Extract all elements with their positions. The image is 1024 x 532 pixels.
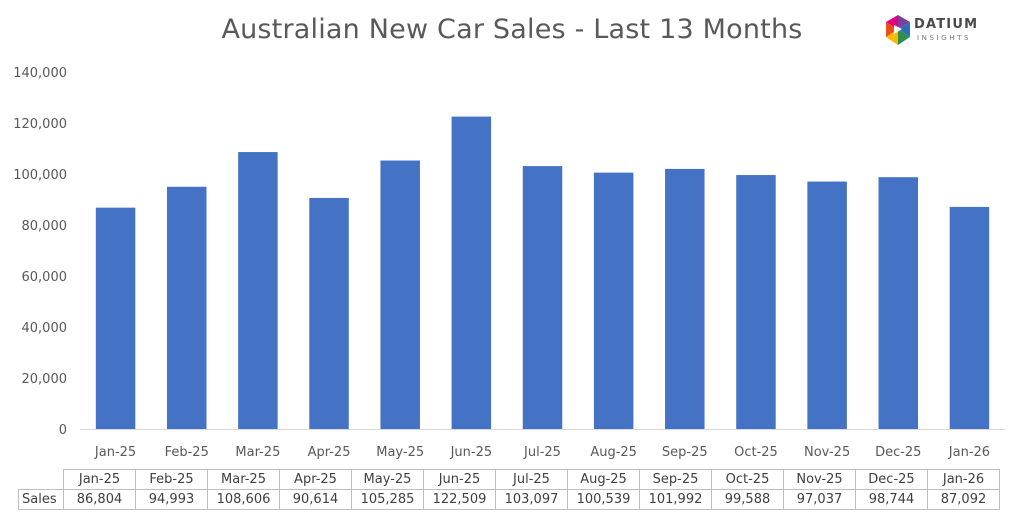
data-table-row-label: Sales xyxy=(18,489,64,510)
logo-wordmark: DATIUM xyxy=(914,17,979,32)
y-tick-label: 140,000 xyxy=(13,66,67,81)
x-tick-label: Sep-25 xyxy=(662,445,708,460)
data-table-value-cell: 101,992 xyxy=(639,489,712,510)
y-tick-label: 100,000 xyxy=(13,168,67,183)
bar-oct-25 xyxy=(736,175,776,429)
data-table-header-cell: Sep-25 xyxy=(639,469,712,490)
data-table-value-cell: 100,539 xyxy=(567,489,640,510)
data-table-value-cell: 94,993 xyxy=(135,489,208,510)
bar-mar-25 xyxy=(238,152,278,430)
logo-subtitle: INSIGHTS xyxy=(917,34,972,42)
x-tick-label: Jul-25 xyxy=(523,445,561,460)
y-tick-label: 120,000 xyxy=(13,117,67,132)
chart-title: Australian New Car Sales - Last 13 Month… xyxy=(221,14,803,45)
x-tick-label: Jan-25 xyxy=(94,445,136,460)
data-table-value-cell: 90,614 xyxy=(279,489,352,510)
data-table-header-cell: May-25 xyxy=(351,469,424,490)
data-table-value-cell: 98,744 xyxy=(855,489,928,510)
x-tick-label: Aug-25 xyxy=(590,445,637,460)
data-table-value-cell: 87,092 xyxy=(927,489,1000,510)
bar-dec-25 xyxy=(878,177,919,429)
bar-chart: 0 20,000 40,000 60,000 80,000 100,000 120,000 1… xyxy=(13,66,1005,460)
x-tick-label: May-25 xyxy=(376,445,424,460)
datium-logo: DATIUM INSIGHTS xyxy=(884,14,994,48)
data-table-corner xyxy=(18,469,64,490)
data-table: Jan-25 Feb-25 Mar-25 Apr-25 May-25 Jun-25 Jul-… xyxy=(18,469,1000,510)
bar-may-25 xyxy=(380,160,420,429)
y-tick-label: 0 xyxy=(59,423,67,438)
y-tick-label: 60,000 xyxy=(22,270,68,285)
data-table-value-cell: 105,285 xyxy=(351,489,424,510)
bar-apr-25 xyxy=(309,197,349,429)
data-table-value-cell: 122,509 xyxy=(423,489,496,510)
bar-nov-25 xyxy=(807,181,847,429)
data-table-header-cell: Jan-26 xyxy=(927,469,1000,490)
data-table-header-cell: Nov-25 xyxy=(783,469,856,490)
x-tick-label: Feb-25 xyxy=(165,445,209,460)
data-table-header-cell: Oct-25 xyxy=(711,469,784,490)
data-table-sales-row: Sales 86,804 94,993 108,606 90,614 105,285 122… xyxy=(18,489,1000,510)
bar-sep-25 xyxy=(665,168,705,429)
bar-aug-25 xyxy=(593,172,634,429)
data-table-value-cell: 108,606 xyxy=(207,489,280,510)
bar-feb-25 xyxy=(166,186,207,429)
data-table-header-cell: Feb-25 xyxy=(135,469,208,490)
x-tick-label: Mar-25 xyxy=(235,445,280,460)
data-table-header-cell: Mar-25 xyxy=(207,469,280,490)
data-table-header-cell: Dec-25 xyxy=(855,469,928,490)
data-table-value-cell: 97,037 xyxy=(783,489,856,510)
datium-hexagon-logo-icon xyxy=(886,15,910,45)
data-table-header-cell: Apr-25 xyxy=(279,469,352,490)
x-tick-label: Dec-25 xyxy=(875,445,921,460)
x-tick-label: Apr-25 xyxy=(308,445,351,460)
y-tick-label: 80,000 xyxy=(22,219,68,234)
data-table-header-cell: Jun-25 xyxy=(423,469,496,490)
data-table-header-row: Jan-25 Feb-25 Mar-25 Apr-25 May-25 Jun-25 Jul-… xyxy=(18,469,1000,490)
x-tick-label: Nov-25 xyxy=(804,445,850,460)
bar-jan-26 xyxy=(949,206,990,429)
x-tick-label: Jan-26 xyxy=(948,445,990,460)
bar-jul-25 xyxy=(522,166,563,429)
data-table-header-cell: Aug-25 xyxy=(567,469,640,490)
data-table-header-cell: Jul-25 xyxy=(495,469,568,490)
y-tick-label: 20,000 xyxy=(22,372,68,387)
y-tick-label: 40,000 xyxy=(22,321,68,336)
x-tick-label: Oct-25 xyxy=(734,445,778,460)
data-table-header-cell: Jan-25 xyxy=(63,469,136,490)
data-table-value-cell: 99,588 xyxy=(711,489,784,510)
x-tick-label: Jun-25 xyxy=(450,445,493,460)
bar-jan-25 xyxy=(95,207,136,429)
data-table-value-cell: 103,097 xyxy=(495,489,568,510)
bar-jun-25 xyxy=(451,116,492,429)
data-table-value-cell: 86,804 xyxy=(63,489,136,510)
